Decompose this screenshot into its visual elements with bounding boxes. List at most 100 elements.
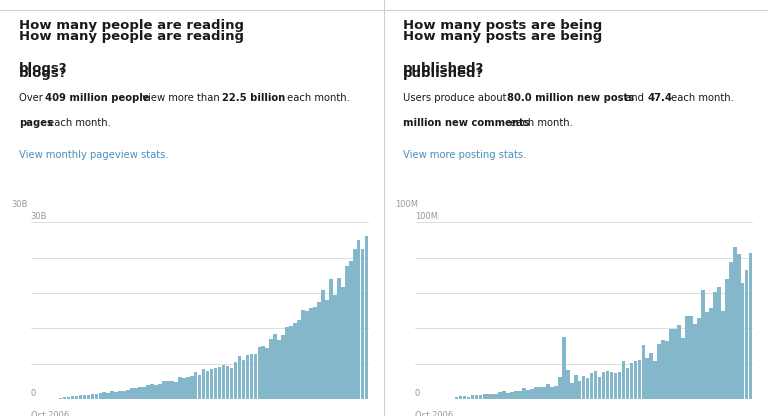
Bar [578, 381, 581, 399]
Text: published?: published? [403, 67, 485, 79]
Bar [670, 329, 673, 399]
Bar [305, 311, 309, 399]
Bar [67, 397, 71, 399]
Bar [190, 376, 194, 399]
Text: Oct 2006: Oct 2006 [31, 411, 69, 416]
Bar [745, 270, 749, 399]
Bar [542, 387, 546, 399]
Bar [218, 366, 221, 399]
Bar [650, 353, 653, 399]
Bar [230, 368, 233, 399]
Bar [357, 240, 360, 399]
Bar [725, 279, 729, 399]
Bar [641, 345, 645, 399]
Bar [349, 261, 353, 399]
Bar [621, 362, 625, 399]
Bar [594, 371, 598, 399]
Bar [550, 387, 554, 399]
Bar [198, 374, 201, 399]
Text: and: and [621, 92, 647, 103]
Bar [118, 391, 122, 399]
Bar [321, 290, 325, 399]
Bar [253, 354, 257, 399]
Text: blogs?: blogs? [19, 62, 68, 74]
Bar [63, 397, 66, 399]
Bar [273, 334, 277, 399]
Bar [261, 346, 265, 399]
Bar [562, 337, 565, 399]
Bar [478, 395, 482, 399]
Bar [665, 342, 669, 399]
Text: published?: published? [403, 62, 485, 74]
Bar [554, 386, 558, 399]
Bar [630, 362, 633, 399]
Bar [317, 302, 321, 399]
Bar [721, 311, 725, 399]
Bar [122, 391, 126, 399]
Bar [341, 287, 345, 399]
Text: Users produce about: Users produce about [403, 92, 510, 103]
Text: 22.5 billion: 22.5 billion [222, 92, 285, 103]
Bar [654, 361, 657, 399]
Bar [526, 390, 530, 399]
Bar [277, 340, 281, 399]
Text: 47.4: 47.4 [647, 92, 673, 103]
Bar [582, 376, 585, 399]
Bar [114, 392, 118, 399]
Bar [151, 384, 154, 399]
Bar [598, 377, 601, 399]
Bar [705, 312, 709, 399]
Bar [154, 385, 157, 399]
Bar [142, 387, 146, 399]
Text: View monthly pageview stats.: View monthly pageview stats. [19, 150, 169, 160]
Bar [657, 344, 661, 399]
Text: each month.: each month. [284, 92, 350, 103]
Text: View more posting stats.: View more posting stats. [403, 150, 527, 160]
Bar [131, 388, 134, 399]
Bar [158, 384, 162, 399]
Bar [194, 371, 197, 399]
Text: pages: pages [19, 118, 53, 128]
Bar [570, 384, 574, 399]
Bar [242, 360, 245, 399]
Bar [713, 292, 717, 399]
Bar [502, 391, 506, 399]
Bar [486, 394, 490, 399]
Bar [685, 316, 689, 399]
Text: Over: Over [19, 92, 46, 103]
Bar [626, 368, 629, 399]
Bar [270, 339, 273, 399]
Bar [522, 388, 526, 399]
Bar [333, 295, 336, 399]
Bar [495, 394, 498, 399]
Bar [246, 355, 249, 399]
Bar [329, 279, 333, 399]
Bar [475, 396, 478, 399]
Bar [749, 253, 753, 399]
Bar [170, 381, 174, 399]
Text: 30B: 30B [31, 212, 47, 221]
Bar [91, 394, 94, 399]
Bar [111, 391, 114, 399]
Bar [462, 396, 466, 399]
Bar [717, 287, 720, 399]
Bar [515, 391, 518, 399]
Bar [645, 358, 649, 399]
Bar [467, 397, 470, 399]
Bar [677, 325, 681, 399]
Bar [709, 308, 713, 399]
Bar [337, 277, 341, 399]
Bar [102, 392, 106, 399]
Bar [530, 389, 534, 399]
Bar [126, 390, 130, 399]
Bar [290, 326, 293, 399]
Bar [146, 385, 150, 399]
Bar [206, 371, 210, 399]
Text: Oct 2006: Oct 2006 [415, 411, 453, 416]
Bar [202, 369, 206, 399]
Bar [546, 384, 550, 399]
Bar [458, 396, 462, 399]
Bar [178, 377, 181, 399]
Bar [574, 375, 578, 399]
Text: each month.: each month. [668, 92, 734, 103]
